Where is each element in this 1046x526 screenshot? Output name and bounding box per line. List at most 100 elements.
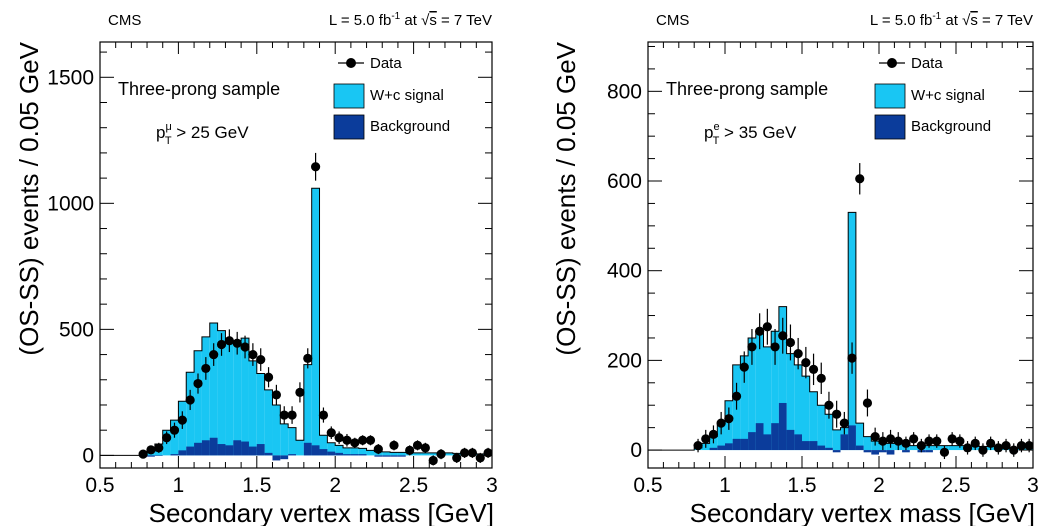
x-tick-label: 2 — [873, 474, 885, 497]
pt-subscript: T — [713, 135, 720, 147]
background-bar — [178, 450, 187, 456]
y-tick-label: 1500 — [47, 66, 94, 89]
panel-left: 0.5 1 1.5 2 2.5 3 0 500 1000 1500 Secondary vertex… — [14, 11, 498, 526]
background-bar — [902, 450, 910, 453]
y-axis-title: (OS-SS) events / 0.05 GeV — [14, 41, 44, 355]
data-point — [475, 453, 485, 463]
sample-label: Three-prong sample — [666, 79, 828, 99]
background-bar — [786, 429, 795, 451]
data-point — [708, 429, 719, 439]
data-point — [1024, 440, 1033, 451]
x-tick-label: 0.5 — [633, 474, 662, 497]
background-bar — [303, 442, 312, 456]
data-point — [209, 349, 219, 360]
background-bar — [778, 402, 787, 451]
signal-bar — [825, 414, 833, 451]
legend-label: W+c signal — [370, 87, 444, 104]
data-point — [452, 453, 462, 463]
data-point — [483, 448, 492, 458]
signal-bar — [256, 373, 265, 456]
data-point — [932, 436, 942, 446]
data-point — [801, 358, 811, 368]
data-point — [240, 342, 250, 352]
background-bar — [170, 454, 179, 456]
legend-swatch — [333, 83, 365, 109]
lumi-text: L = 5.0 fb — [870, 12, 932, 29]
data-point — [1009, 445, 1019, 455]
data-point — [716, 418, 726, 428]
background-bar — [217, 444, 226, 456]
background-bar — [272, 455, 281, 461]
pt-superscript: μ — [165, 121, 171, 133]
legend-label: Data — [911, 55, 943, 72]
lumi-text: L = 5.0 fb — [329, 12, 391, 29]
data-point — [350, 438, 360, 448]
y-tick-label: 0 — [630, 439, 642, 462]
background-bar — [763, 434, 772, 451]
experiment-label: CMS — [108, 12, 141, 29]
background-bar — [794, 434, 802, 451]
background-bar — [264, 452, 273, 456]
data-point — [201, 363, 211, 374]
data-point — [739, 362, 749, 372]
signal-bar — [413, 452, 422, 456]
signal-bar — [264, 389, 273, 456]
data-point — [326, 428, 336, 438]
background-bar — [382, 455, 391, 457]
energy-suffix: = 7 TeV — [978, 12, 1033, 29]
data-point — [855, 174, 865, 184]
x-tick-label: 1.5 — [787, 474, 816, 497]
energy-prefix: at — [400, 12, 421, 29]
background-bar — [832, 450, 841, 453]
experiment-label: CMS — [656, 12, 689, 29]
lumi-exponent: -1 — [932, 11, 941, 22]
background-bar — [327, 451, 336, 456]
x-tick-label: 1 — [719, 474, 731, 497]
data-point — [154, 443, 164, 453]
background-bar — [288, 454, 296, 456]
data-point — [224, 336, 234, 346]
pt-threshold: > 35 GeV — [719, 123, 797, 142]
data-point — [878, 436, 888, 446]
pt-cut-label: pe T > 35 GeV — [704, 121, 797, 147]
legend-label: W+c signal — [911, 87, 985, 104]
data-point — [762, 322, 772, 332]
background-bar — [256, 444, 265, 456]
data-point — [185, 395, 195, 405]
y-tick-label: 500 — [59, 318, 94, 341]
data-point — [169, 425, 180, 435]
data-point — [778, 331, 788, 341]
background-bar — [871, 450, 879, 455]
data-point — [459, 448, 470, 458]
legend-data-marker — [887, 58, 897, 68]
data-point — [334, 433, 344, 443]
x-axis-title: Secondary vertex mass [GeV] — [690, 498, 1035, 526]
data-point — [955, 436, 965, 446]
signal-bar — [319, 435, 328, 456]
data-point — [808, 364, 819, 374]
pt-subscript: T — [165, 135, 172, 147]
signal-bar — [311, 188, 320, 456]
x-tick-label: 3 — [486, 474, 498, 497]
signal-bar — [948, 445, 956, 451]
signal-bar — [303, 364, 312, 456]
signal-bar — [233, 340, 242, 456]
data-point — [885, 434, 896, 444]
data-point — [193, 378, 203, 389]
signal-bar — [248, 360, 257, 456]
y-tick-label: 0 — [82, 444, 94, 467]
signal-bar — [421, 452, 430, 456]
signal-bar — [335, 445, 344, 456]
signal-bar — [794, 364, 802, 451]
data-point — [373, 444, 383, 454]
background-bar — [201, 440, 210, 456]
data-point — [412, 440, 423, 450]
data-point — [232, 338, 242, 348]
background-bar — [358, 454, 367, 456]
signal-bar — [397, 452, 406, 456]
sqrt-sign: √ — [962, 12, 971, 29]
background-bar — [740, 438, 749, 451]
data-point — [793, 349, 803, 359]
signal-bar — [296, 440, 304, 456]
y-tick-label: 1000 — [47, 192, 94, 215]
